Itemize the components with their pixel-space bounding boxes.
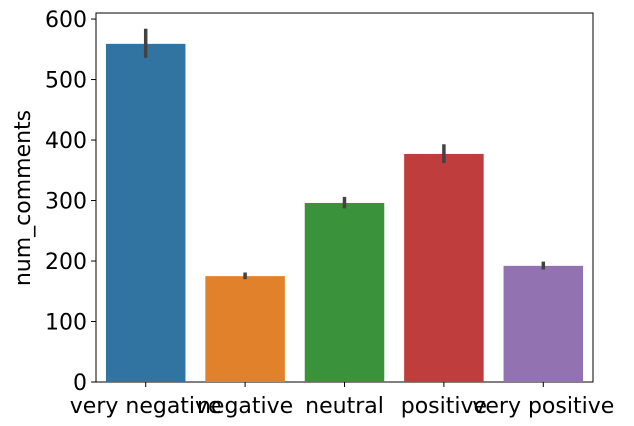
bar-very-negative — [105, 43, 186, 382]
y-axis-label: num_comments — [11, 110, 36, 286]
y-tick-label: 600 — [45, 8, 87, 33]
bar-negative — [205, 276, 285, 382]
bar-neutral — [304, 202, 385, 382]
x-tick-label: very positive — [472, 394, 614, 419]
x-tick-label: negative — [197, 394, 293, 419]
y-axis-ticks: 0 100 200 300 400 500 600 — [45, 8, 96, 396]
y-tick-label: 200 — [45, 250, 87, 275]
error-bars — [143, 28, 546, 280]
bars — [105, 43, 584, 382]
x-tick-label: positive — [401, 394, 487, 419]
y-tick-label: 100 — [45, 311, 87, 336]
y-tick-label: 400 — [45, 129, 87, 154]
y-tick-label: 0 — [73, 371, 87, 396]
bar-very-positive — [503, 265, 584, 382]
bar-positive — [404, 153, 484, 382]
x-tick-label: very negative — [70, 394, 222, 419]
y-tick-label: 500 — [45, 69, 87, 94]
y-tick-label: 300 — [45, 190, 87, 215]
x-tick-label: neutral — [305, 394, 384, 419]
